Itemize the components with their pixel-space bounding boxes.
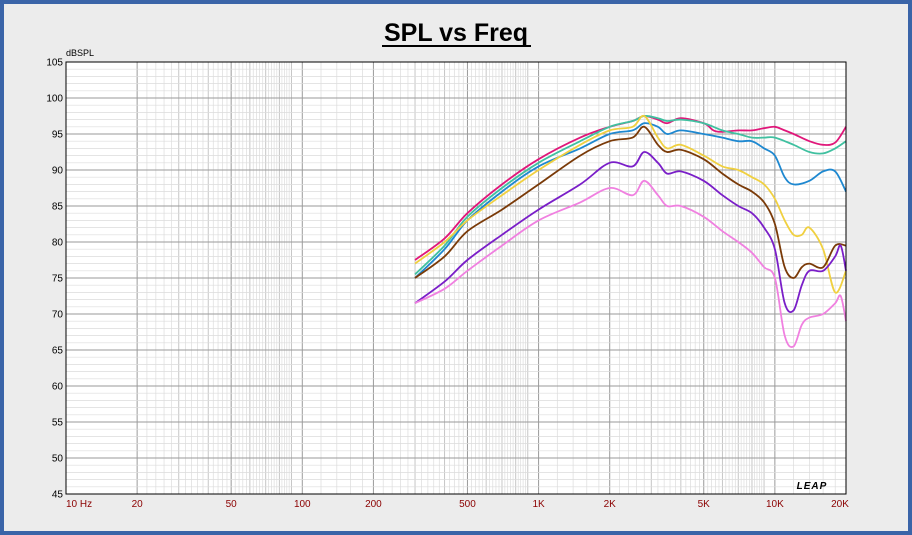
x-tick-labels: 10 Hz 20 50 100 200 500 1K 2K 5K 10K 20K — [66, 499, 849, 510]
x-tick-label: 50 — [226, 499, 238, 510]
series-line-3 — [414, 122, 847, 279]
x-tick-label: 2K — [604, 499, 617, 510]
leap-logo: LEAP — [797, 481, 828, 492]
x-tick-label: 200 — [365, 499, 382, 510]
x-tick-label: 100 — [294, 499, 311, 510]
y-tick-label: 65 — [52, 346, 64, 357]
y-tick-label: 45 — [52, 490, 64, 501]
y-tick-label: 85 — [52, 202, 64, 213]
y-tick-label: 100 — [46, 94, 63, 105]
series-line-4 — [414, 114, 847, 294]
y-tick-label: 80 — [52, 238, 64, 249]
x-tick-label: 10 Hz — [66, 499, 92, 510]
series-line-2 — [414, 115, 847, 276]
series-line-5 — [414, 125, 847, 279]
y-tick-label: 50 — [52, 454, 64, 465]
x-tick-label: 20 — [132, 499, 144, 510]
y-tick-label: 90 — [52, 166, 64, 177]
series-line-7 — [414, 179, 847, 348]
y-tick-label: 60 — [52, 382, 64, 393]
y-tick-labels: 105 100 95 90 85 80 75 70 65 60 55 50 45 — [46, 58, 63, 501]
plot-border — [65, 61, 847, 495]
series-line-6 — [414, 151, 847, 314]
grid — [66, 62, 846, 494]
y-axis-label: dBSPL — [66, 48, 94, 58]
x-tick-label: 1K — [532, 499, 545, 510]
x-tick-label: 10K — [766, 499, 784, 510]
y-tick-label: 95 — [52, 130, 64, 141]
y-tick-label: 75 — [52, 274, 64, 285]
series-layer — [414, 114, 847, 348]
chart-title: SPL vs Freq — [384, 19, 528, 47]
x-tick-label: 5K — [698, 499, 711, 510]
spl-chart: SPL vs Freq dBSPL 105 100 95 90 85 80 75 70 65 60… — [46, 19, 849, 510]
y-tick-label: 55 — [52, 418, 64, 429]
x-tick-label: 500 — [459, 499, 476, 510]
y-tick-label: 70 — [52, 310, 64, 321]
x-tick-label: 20K — [831, 499, 849, 510]
y-tick-label: 105 — [46, 58, 63, 69]
